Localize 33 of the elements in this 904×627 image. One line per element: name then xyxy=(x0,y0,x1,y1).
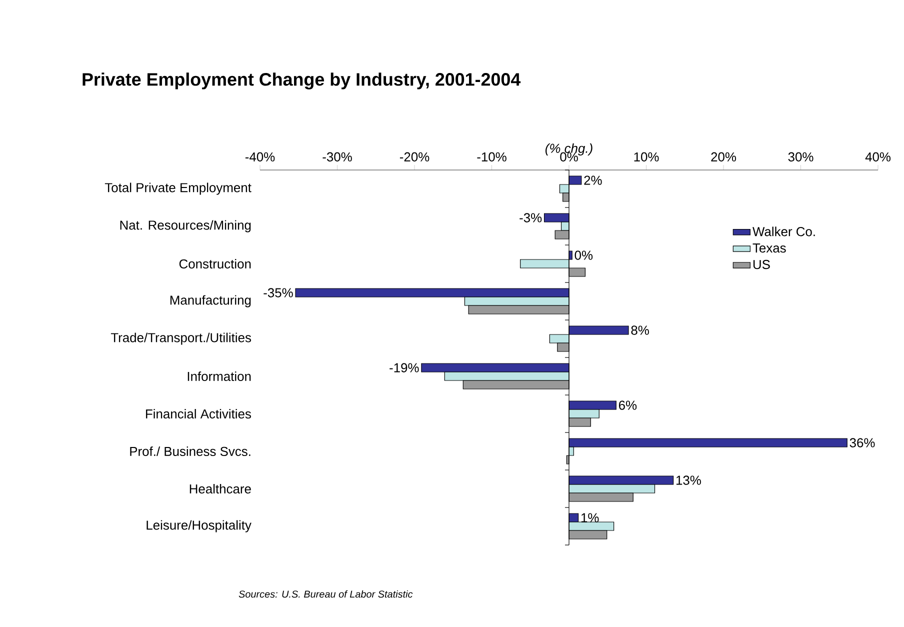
legend-label: Walker Co. xyxy=(752,226,815,236)
y-tick-label: Leisure/Hospitality xyxy=(146,520,252,532)
data-label: 2% xyxy=(584,176,602,185)
data-label: 8% xyxy=(631,326,649,335)
x-tick-label: -10% xyxy=(477,152,506,162)
data-label: 13% xyxy=(676,476,701,485)
x-tick-label: -40% xyxy=(245,152,275,162)
y-tick-label: Nat. Resources/Mining xyxy=(120,220,251,232)
y-tick-label: Total Private Employment xyxy=(104,182,252,195)
legend-label: Texas xyxy=(752,244,786,253)
y-tick-label: Healthcare xyxy=(190,484,251,494)
data-label: 1% xyxy=(581,513,599,522)
y-tick-label: Information xyxy=(188,371,251,382)
x-tick-label: 20% xyxy=(711,152,736,162)
y-tick-label: Trade/Transport./Utilities xyxy=(110,332,252,345)
y-tick-label: Construction xyxy=(179,258,251,269)
legend-label: US xyxy=(753,260,770,270)
x-tick-label: 10% xyxy=(634,152,659,162)
chart-title: Private Employment Change by Industry, 2001-2004 xyxy=(82,72,521,90)
y-tick-label: Manufacturing xyxy=(170,295,251,308)
data-label: -19% xyxy=(390,363,419,372)
x-tick-label: 30% xyxy=(788,152,814,162)
data-label: 0% xyxy=(574,250,593,260)
x-tick-label: 40% xyxy=(865,152,891,162)
x-tick-label: -20% xyxy=(400,152,430,162)
data-label: -35% xyxy=(264,288,293,298)
data-label: -3% xyxy=(520,213,542,222)
data-label: 36% xyxy=(850,438,875,448)
x-tick-label: -30% xyxy=(322,152,352,162)
y-tick-label: Financial Activities xyxy=(146,408,251,419)
data-label: 6% xyxy=(618,400,637,410)
y-tick-label: Prof./ Business Svcs. xyxy=(130,446,250,456)
source-note: Sources: U.S. Bureau of Labor Statistic xyxy=(238,590,413,598)
